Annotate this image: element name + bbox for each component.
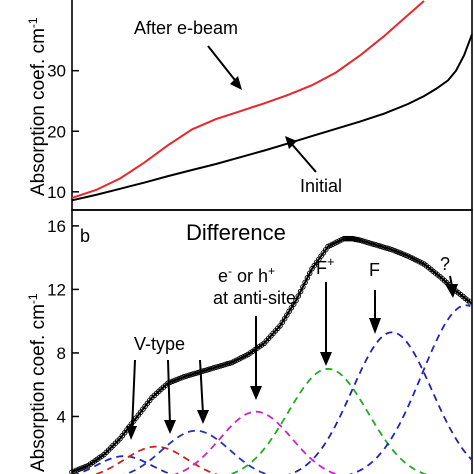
annotation-f: F (369, 260, 380, 280)
series-after-e-beam (71, 0, 425, 199)
panel-a-ytick-label-1: 20 (47, 122, 66, 141)
arrow-initial (289, 141, 317, 173)
panel-a-ytick-label-0: 10 (47, 183, 66, 202)
panel-b: 0 4 8 12 16 b Difference Absorption coef. cm… (26, 209, 473, 474)
point-difference-measured (300, 284, 306, 290)
arrow-after-ebeam (207, 45, 239, 85)
panel-a-series (71, 0, 473, 202)
arrow-v-type-1 (126, 359, 137, 440)
point-difference-measured (302, 279, 308, 286)
component-peak-2 (93, 445, 219, 474)
panel-b-y-ticks: 0 4 8 12 16 (47, 217, 79, 474)
panel-b-ytick-label-2: 8 (57, 344, 66, 363)
panel-b-ytick-label-1: 4 (57, 407, 66, 426)
arrow-question (445, 275, 458, 298)
panel-b-ytick-label-0: 0 (57, 471, 66, 474)
panel-a: 10 20 30 Absorption coef. cm-1 After e-bea… (26, 0, 473, 211)
panel-a-ylabel: Absorption coef. cm-1 (26, 17, 49, 196)
panel-a-frame (71, 0, 473, 211)
point-difference-measured (295, 293, 302, 299)
arrow-f-plus (320, 282, 332, 366)
point-difference-measured (293, 297, 299, 304)
annotation-question: ? (440, 254, 450, 274)
annotation-f-plus: F+ (316, 254, 335, 278)
panel-a-ylabel-sup: -1 (26, 17, 40, 28)
arrow-f (369, 290, 381, 334)
annotation-after-ebeam: After e-beam (134, 18, 238, 38)
panel-b-ylabel: Absorption coef. cm-1 (26, 293, 49, 472)
panel-b-label: b (80, 226, 90, 246)
component-peak-4 (173, 410, 339, 474)
annotation-v-type: V-type (134, 334, 185, 354)
panel-b-ytick-label-4: 16 (47, 217, 66, 236)
point-difference-measured (306, 270, 313, 277)
panel-b-frame (71, 209, 473, 474)
component-peak-7 (348, 304, 471, 474)
panel-b-ytick-label-3: 12 (47, 280, 66, 299)
panel-b-title: Difference (186, 220, 286, 245)
series-initial (71, 33, 473, 202)
annotation-initial: Initial (300, 176, 342, 196)
annotation-eh-anti-site-line1: e- or h+ (218, 264, 275, 286)
annotation-eh-anti-site-line2: at anti-site (213, 288, 296, 308)
panel-b-series (69, 235, 473, 474)
component-peak-6 (288, 331, 473, 474)
component-peak-3 (123, 429, 269, 474)
arrow-v-type-3 (197, 359, 209, 424)
panel-a-y-ticks: 10 20 30 (47, 62, 79, 202)
panel-b-components (74, 304, 473, 474)
arrow-head-initial (285, 136, 297, 149)
component-peak-1 (74, 455, 174, 474)
point-difference-measured (466, 299, 473, 305)
arrow-head-after-ebeam (230, 76, 242, 90)
panel-a-ytick-label-2: 30 (47, 62, 66, 81)
series-fit-sum (71, 237, 473, 474)
arrow-anti-site (250, 316, 262, 400)
component-peak-5 (228, 367, 428, 474)
panel-b-ylabel-sup: -1 (26, 293, 40, 304)
arrow-v-type-2 (164, 359, 176, 434)
